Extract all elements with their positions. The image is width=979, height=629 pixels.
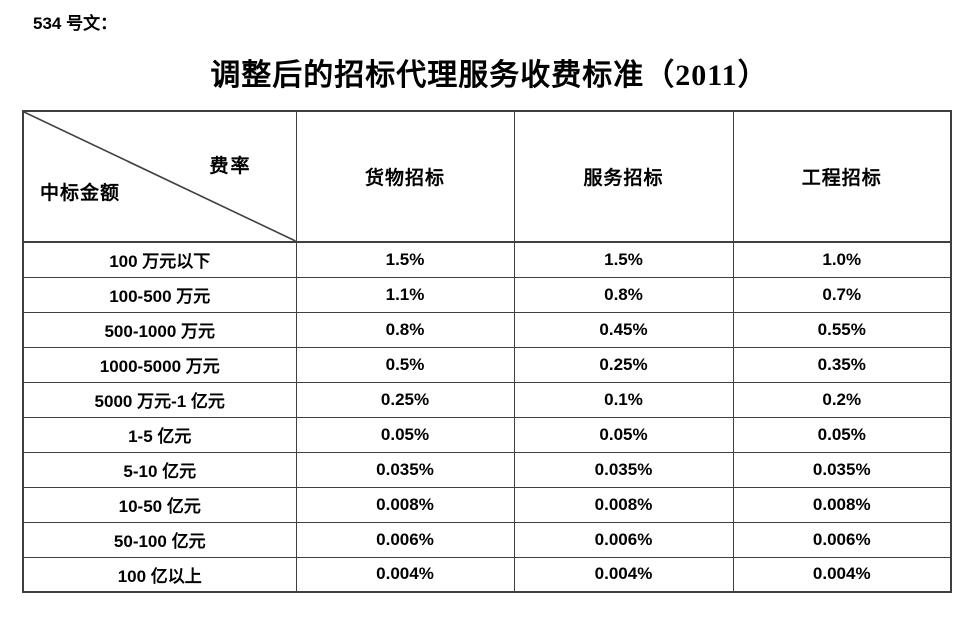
fee-cell: 0.1% xyxy=(513,381,734,418)
fee-cell: 0.006% xyxy=(732,521,952,558)
table-header-row: 费率 中标金额 货物招标 服务招标 工程招标 xyxy=(22,110,952,243)
row-label: 5000 万元-1 亿元 xyxy=(22,381,297,418)
fee-cell: 0.006% xyxy=(295,521,515,558)
table-row: 5000 万元-1 亿元 0.25% 0.1% 0.2% xyxy=(22,381,952,418)
diagonal-line xyxy=(24,112,296,241)
fee-cell: 0.008% xyxy=(732,486,952,523)
row-label: 5-10 亿元 xyxy=(22,451,297,488)
fee-cell: 0.004% xyxy=(295,556,515,593)
fee-cell: 0.8% xyxy=(295,311,515,348)
fee-cell: 0.5% xyxy=(295,346,515,383)
table-row: 100 亿以上 0.004% 0.004% 0.004% xyxy=(22,556,952,593)
row-label: 100 万元以下 xyxy=(22,241,297,278)
fee-cell: 0.25% xyxy=(513,346,734,383)
fee-cell: 0.7% xyxy=(732,276,952,313)
fee-cell: 0.006% xyxy=(513,521,734,558)
table-row: 1-5 亿元 0.05% 0.05% 0.05% xyxy=(22,416,952,453)
fee-cell: 1.1% xyxy=(295,276,515,313)
fee-cell: 0.008% xyxy=(513,486,734,523)
fee-cell: 0.035% xyxy=(513,451,734,488)
corner-label-rate: 费率 xyxy=(209,156,252,177)
corner-label-amount: 中标金额 xyxy=(40,183,121,204)
table-row: 1000-5000 万元 0.5% 0.25% 0.35% xyxy=(22,346,952,383)
fee-table: 费率 中标金额 货物招标 服务招标 工程招标 100 万元以下 1.5% 1.5… xyxy=(22,110,952,593)
fee-cell: 0.35% xyxy=(732,346,952,383)
fee-cell: 0.008% xyxy=(295,486,515,523)
table-row: 5-10 亿元 0.035% 0.035% 0.035% xyxy=(22,451,952,488)
fee-cell: 0.25% xyxy=(295,381,515,418)
row-label: 500-1000 万元 xyxy=(22,311,297,348)
table-row: 100 万元以下 1.5% 1.5% 1.0% xyxy=(22,241,952,278)
row-label: 10-50 亿元 xyxy=(22,486,297,523)
fee-cell: 0.05% xyxy=(513,416,734,453)
table-row: 100-500 万元 1.1% 0.8% 0.7% xyxy=(22,276,952,313)
table-row: 50-100 亿元 0.006% 0.006% 0.006% xyxy=(22,521,952,558)
fee-cell: 0.004% xyxy=(732,556,952,593)
row-label: 1000-5000 万元 xyxy=(22,346,297,383)
fee-cell: 0.05% xyxy=(732,416,952,453)
doc-number: 534 号文： xyxy=(33,14,118,33)
row-label: 1-5 亿元 xyxy=(22,416,297,453)
corner-header-cell: 费率 中标金额 xyxy=(22,110,297,243)
fee-cell: 0.45% xyxy=(513,311,734,348)
column-header-goods: 货物招标 xyxy=(295,110,515,243)
fee-cell: 0.2% xyxy=(732,381,952,418)
fee-cell: 1.5% xyxy=(295,241,515,278)
fee-cell: 1.5% xyxy=(513,241,734,278)
fee-cell: 0.55% xyxy=(732,311,952,348)
row-label: 100 亿以上 xyxy=(22,556,297,593)
table-row: 500-1000 万元 0.8% 0.45% 0.55% xyxy=(22,311,952,348)
column-header-services: 服务招标 xyxy=(513,110,734,243)
column-header-engineering: 工程招标 xyxy=(732,110,952,243)
fee-cell: 1.0% xyxy=(732,241,952,278)
row-label: 50-100 亿元 xyxy=(22,521,297,558)
table-row: 10-50 亿元 0.008% 0.008% 0.008% xyxy=(22,486,952,523)
fee-cell: 0.035% xyxy=(732,451,952,488)
fee-cell: 0.035% xyxy=(295,451,515,488)
row-label: 100-500 万元 xyxy=(22,276,297,313)
fee-cell: 0.8% xyxy=(513,276,734,313)
fee-cell: 0.004% xyxy=(513,556,734,593)
fee-cell: 0.05% xyxy=(295,416,515,453)
page-title: 调整后的招标代理服务收费标准（2011） xyxy=(210,59,769,92)
